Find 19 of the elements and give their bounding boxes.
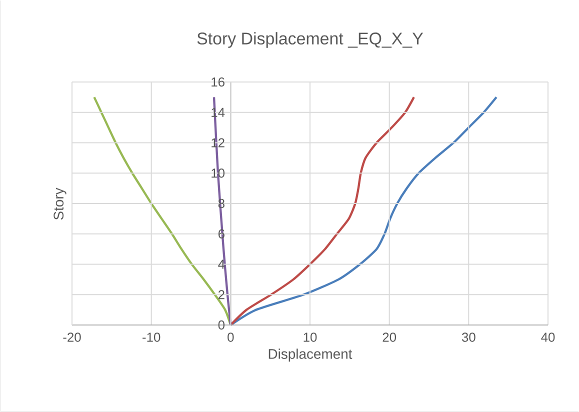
y-tick-label: 10 (212, 168, 225, 178)
x-tick-label: 30 (462, 332, 476, 342)
x-tick-label: 20 (382, 332, 396, 342)
x-axis-title: Displacement (268, 348, 352, 362)
y-tick-label: 0 (218, 320, 225, 330)
x-tick-label: 0 (228, 332, 234, 342)
x-tick-label: 40 (541, 332, 555, 342)
line-series (230, 96, 498, 326)
y-tick-label: 16 (212, 77, 224, 87)
y-axis-title: Story (54, 188, 66, 220)
x-tick-label: -10 (142, 332, 160, 342)
y-tick-label: 8 (218, 198, 224, 208)
y-tick-label: 2 (218, 290, 224, 300)
y-tick-label: 6 (218, 229, 224, 238)
x-tick-label: 10 (304, 332, 317, 342)
x-tick-label: -20 (63, 332, 81, 342)
line-series (230, 96, 416, 326)
y-tick-label: 14 (212, 108, 225, 117)
chart-title: Story Displacement _EQ_X_Y (197, 32, 424, 48)
